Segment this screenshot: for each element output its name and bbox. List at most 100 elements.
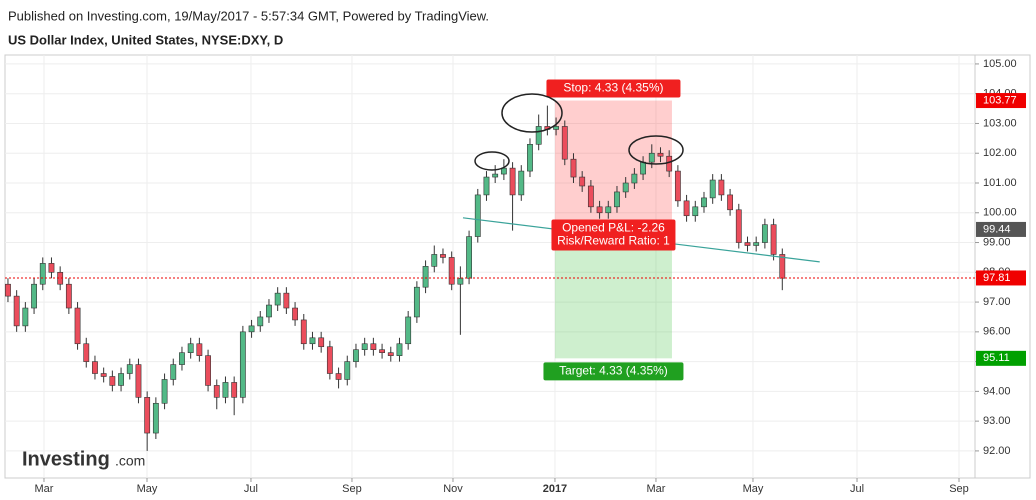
candle-body xyxy=(570,158,577,178)
hand-circle xyxy=(628,135,684,165)
candle-body xyxy=(744,242,751,246)
candle-body xyxy=(596,206,603,214)
y-tick-label: 92.00 xyxy=(983,445,1011,457)
price-tag-label: 103.77 xyxy=(983,94,1017,106)
candle-body xyxy=(587,185,594,208)
candle-body xyxy=(135,364,142,398)
candle-body xyxy=(205,355,211,386)
candle-body xyxy=(657,152,664,157)
price-tag-label: 97.81 xyxy=(983,272,1011,284)
candle-body xyxy=(718,179,725,196)
x-tick-label: May xyxy=(743,483,764,495)
candle-body xyxy=(48,263,55,273)
price-tag-label: 99.44 xyxy=(983,223,1011,235)
candle-body xyxy=(579,176,586,187)
candle-body xyxy=(753,242,760,246)
candle-body xyxy=(5,283,11,297)
candle-body xyxy=(761,224,768,243)
candle-body xyxy=(300,319,307,345)
candle-body xyxy=(457,277,464,285)
candle-body xyxy=(239,331,246,398)
candle-body xyxy=(683,200,690,217)
candle-body xyxy=(422,266,429,288)
candle-body xyxy=(222,382,229,398)
price-tag xyxy=(976,221,1026,237)
candle-body xyxy=(648,152,655,163)
position-label: Risk/Reward Ratio: 1 xyxy=(557,234,670,248)
candle-body xyxy=(413,286,420,318)
candle-body xyxy=(614,191,620,208)
target-zone xyxy=(554,229,672,359)
position-label: Stop: 4.33 (4.35%) xyxy=(563,81,663,95)
candle-body xyxy=(292,307,298,321)
candle-body xyxy=(213,385,220,398)
candle-body xyxy=(709,179,716,199)
price-tag-label: 95.11 xyxy=(983,352,1010,364)
candle-body xyxy=(379,349,385,353)
candle-body xyxy=(187,343,194,353)
candle-body xyxy=(126,364,133,374)
chart-title: US Dollar Index, United States, NYSE:DXY… xyxy=(8,32,283,47)
candle-body xyxy=(553,126,559,130)
candle-body xyxy=(344,361,351,380)
x-tick-label: Sep xyxy=(949,483,969,495)
candle-body xyxy=(509,167,516,196)
candle-body xyxy=(196,343,203,356)
position-label: Target: 4.33 (4.35%) xyxy=(559,364,668,378)
candle-body xyxy=(22,307,29,327)
candle-body xyxy=(640,161,646,175)
candle-body xyxy=(266,304,272,318)
x-tick-label: Jul xyxy=(244,483,258,495)
candle-body xyxy=(335,373,342,380)
candle-body xyxy=(431,254,438,267)
candle-body xyxy=(13,295,20,327)
candle-body xyxy=(448,257,455,285)
candle-body xyxy=(283,292,290,309)
candle-body xyxy=(561,126,568,160)
candle-body xyxy=(492,173,499,178)
y-tick-label: 103.00 xyxy=(983,117,1017,129)
x-tick-label: Mar xyxy=(35,483,54,495)
candle-body xyxy=(666,155,673,172)
candle-body xyxy=(605,206,612,214)
candle-body xyxy=(701,197,707,208)
x-tick-label: Mar xyxy=(646,483,665,495)
y-tick-label: 96.00 xyxy=(983,326,1011,338)
candle-body xyxy=(466,236,472,279)
candle-body xyxy=(144,397,151,434)
x-tick-label: Jul xyxy=(850,483,864,495)
y-tick-label: 102.00 xyxy=(983,147,1017,159)
x-tick-label: May xyxy=(137,483,158,495)
candle-body xyxy=(387,352,394,356)
position-label-bg xyxy=(543,362,684,381)
candle-body xyxy=(535,126,542,145)
candle-body xyxy=(274,292,281,306)
candle-body xyxy=(118,373,124,386)
y-tick-label: 100.00 xyxy=(983,207,1017,219)
candle-body xyxy=(31,283,37,309)
y-tick-label: 97.00 xyxy=(983,296,1011,308)
position-label-bg xyxy=(546,79,681,98)
price-tag xyxy=(976,270,1026,286)
candle-body xyxy=(39,263,46,285)
candle-body xyxy=(518,170,525,196)
candle-body xyxy=(692,206,699,217)
candle-body xyxy=(440,254,446,258)
logo-brand: Investing xyxy=(22,448,110,470)
price-tag xyxy=(976,350,1026,366)
candle-body xyxy=(318,337,325,348)
candle-body xyxy=(109,376,116,386)
position-label: Opened P&L: -2.26 xyxy=(562,221,665,235)
candle-body xyxy=(309,337,316,345)
candle-body xyxy=(100,373,107,377)
x-tick-label: Sep xyxy=(342,483,362,495)
y-tick-label: 94.00 xyxy=(983,385,1011,397)
hand-circle xyxy=(474,151,510,171)
candle-body xyxy=(405,316,412,345)
y-axis-area xyxy=(974,54,1031,479)
candle-body xyxy=(257,316,264,327)
candle-body xyxy=(622,182,629,193)
candle-body xyxy=(161,379,168,404)
candle-body xyxy=(248,325,255,333)
